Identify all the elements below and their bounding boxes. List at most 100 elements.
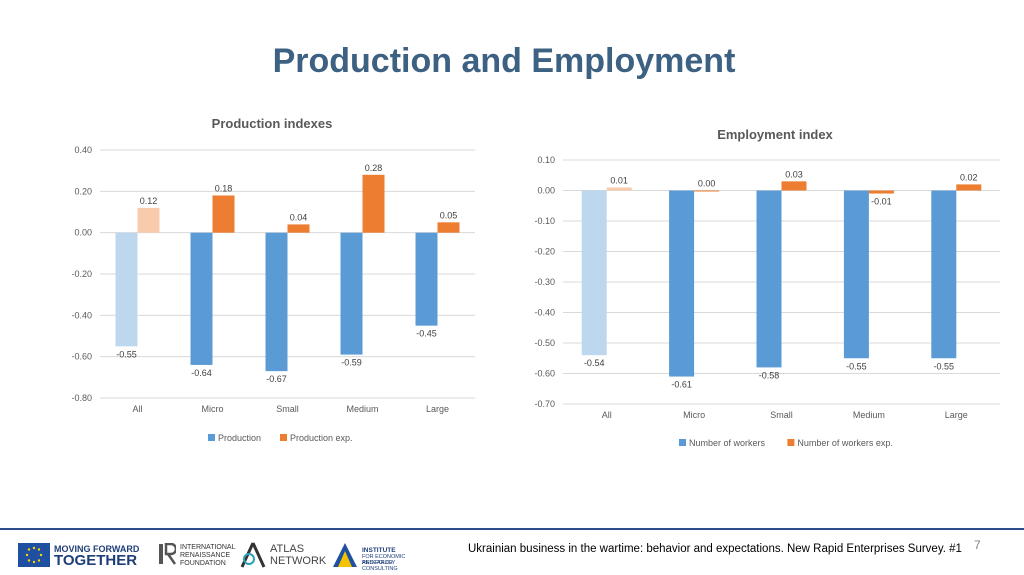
x-tick-label: All xyxy=(602,410,612,420)
eu-flag-icon xyxy=(18,543,50,567)
data-label: 0.04 xyxy=(290,212,308,222)
legend-entry: Production exp. xyxy=(290,433,353,443)
bar-number-of-workers-exp- xyxy=(781,181,807,191)
ier-triangle-icon xyxy=(333,543,357,567)
bar-number-of-workers-exp- xyxy=(606,187,632,191)
y-tick-label: 0.00 xyxy=(74,228,92,238)
legend-swatch xyxy=(208,434,215,441)
bar-production xyxy=(190,232,213,365)
bar-production-exp- xyxy=(212,195,235,233)
data-label: -0.64 xyxy=(191,368,212,378)
mft-line1: MOVING FORWARD xyxy=(54,544,140,554)
data-label: -0.54 xyxy=(584,358,605,368)
bar-number-of-workers xyxy=(669,190,695,377)
chart-title: Employment index xyxy=(717,127,833,142)
data-label: 0.28 xyxy=(365,163,383,173)
irf-line1: INTERNATIONAL xyxy=(180,544,236,551)
data-label: -0.59 xyxy=(341,358,362,368)
ier-line1: INSTITUTE xyxy=(362,547,396,554)
x-tick-label: Small xyxy=(276,404,299,414)
bar-production xyxy=(115,232,138,347)
y-tick-label: -0.70 xyxy=(534,399,555,409)
page-number: 7 xyxy=(974,538,981,552)
data-label: -0.58 xyxy=(759,370,780,380)
ier-line3: AND POLICY CONSULTING xyxy=(362,560,398,572)
data-label: -0.55 xyxy=(934,361,955,371)
irf-line2: RENAISSANCE xyxy=(180,552,231,559)
data-label: 0.12 xyxy=(140,196,158,206)
bar-production xyxy=(265,232,288,372)
bar-number-of-workers xyxy=(756,190,782,368)
employment-index-chart: Employment index 0.10 0.00 -0.10 -0.20 -0.30 -… xyxy=(534,127,1000,448)
y-tick-label: -0.20 xyxy=(71,269,92,279)
irf-mark-icon xyxy=(159,543,176,565)
y-tick-label: -0.60 xyxy=(71,352,92,362)
bar-number-of-workers-exp- xyxy=(956,184,982,191)
data-label: -0.01 xyxy=(871,197,892,207)
y-tick-label: 0.20 xyxy=(74,186,92,196)
y-tick-label: 0.00 xyxy=(537,186,555,196)
y-tick-label: -0.20 xyxy=(534,247,555,257)
x-tick-label: All xyxy=(132,404,142,414)
y-tick-label: 0.40 xyxy=(74,145,92,155)
bar-production xyxy=(340,232,363,355)
y-tick-label: -0.40 xyxy=(71,310,92,320)
x-tick-label: Medium xyxy=(346,404,378,414)
x-tick-label: Large xyxy=(426,404,449,414)
moving-forward-together-logo: MOVING FORWARD TOGETHER xyxy=(18,538,148,570)
legend-swatch xyxy=(679,439,686,446)
data-label: 0.02 xyxy=(960,172,978,182)
legend-swatch xyxy=(787,439,795,446)
y-tick-label: -0.10 xyxy=(534,216,555,226)
ier-line2: FOR ECONOMIC RESEARCH xyxy=(362,554,406,566)
production-indexes-chart: Production indexes 0.40 0.20 0.00 -0.20 -0.40… xyxy=(71,116,475,443)
slide-title: Production and Employment xyxy=(272,42,736,80)
bar-number-of-workers xyxy=(843,190,869,359)
y-tick-label: 0.10 xyxy=(537,155,555,165)
chart-title: Production indexes xyxy=(212,116,333,131)
bar-production-exp- xyxy=(437,222,460,233)
irf-logo: INTERNATIONAL RENAISSANCE FOUNDATION xyxy=(158,538,238,570)
data-label: 0.01 xyxy=(610,175,628,185)
atlas-line2: NETWORK xyxy=(270,555,327,567)
y-tick-label: -0.80 xyxy=(71,393,92,403)
bar-production-exp- xyxy=(362,174,385,233)
x-tick-label: Micro xyxy=(683,410,705,420)
x-tick-label: Large xyxy=(945,410,968,420)
mft-line2: TOGETHER xyxy=(54,552,138,569)
data-label: 0.05 xyxy=(440,210,458,220)
y-tick-label: -0.60 xyxy=(534,369,555,379)
x-tick-label: Medium xyxy=(853,410,885,420)
legend-swatch xyxy=(280,434,287,441)
data-label: 0.03 xyxy=(785,169,803,179)
bar-number-of-workers xyxy=(581,190,607,356)
bar-production-exp- xyxy=(137,207,160,233)
footer-divider xyxy=(0,528,1024,530)
data-label: -0.61 xyxy=(671,380,692,390)
legend-entry: Production xyxy=(218,433,261,443)
ier-logo: INSTITUTE FOR ECONOMIC RESEARCH AND POLI… xyxy=(332,538,427,572)
bar-production xyxy=(415,232,438,326)
atlas-mark-icon xyxy=(240,542,266,568)
bar-production-exp- xyxy=(287,224,310,233)
bar-number-of-workers-exp- xyxy=(694,190,720,192)
atlas-line1: ATLAS xyxy=(270,543,305,555)
y-tick-label: -0.30 xyxy=(534,277,555,287)
data-label: -0.45 xyxy=(416,329,437,339)
data-label: 0.18 xyxy=(215,183,233,193)
data-label: -0.55 xyxy=(116,349,137,359)
data-label: -0.55 xyxy=(846,361,867,371)
legend-entry: Number of workers xyxy=(689,438,766,448)
bar-number-of-workers xyxy=(931,190,957,359)
bar-number-of-workers-exp- xyxy=(868,190,894,194)
x-tick-label: Small xyxy=(770,410,793,420)
x-tick-label: Micro xyxy=(202,404,224,414)
footer-caption: Ukrainian business in the wartime: behav… xyxy=(468,543,962,555)
data-label: 0.00 xyxy=(698,179,716,189)
legend-entry: Number of workers exp. xyxy=(797,438,893,448)
y-tick-label: -0.40 xyxy=(534,308,555,318)
data-label: -0.67 xyxy=(266,374,287,384)
atlas-network-logo: ATLAS NETWORK xyxy=(240,538,327,570)
y-tick-label: -0.50 xyxy=(534,338,555,348)
irf-line3: FOUNDATION xyxy=(180,560,226,567)
